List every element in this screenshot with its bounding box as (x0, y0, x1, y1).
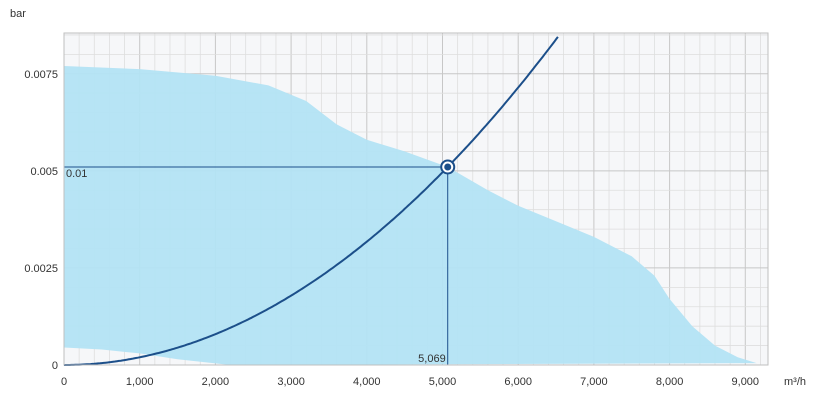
x-tick-label: 9,000 (732, 376, 760, 388)
system-curve (64, 36, 559, 366)
x-tick-label: 7,000 (580, 376, 608, 388)
x-tick-label: 6,000 (504, 376, 532, 388)
x-tick-label: 1,000 (126, 376, 154, 388)
x-axis-ticks: 0 1,000 2,000 3,000 4,000 5,000 6,000 7,000 8,00… (61, 376, 759, 388)
y-axis-ticks: 0 0.0025 0.005 0.0075 (24, 69, 58, 372)
x-tick-label: 2,000 (202, 376, 230, 388)
operating-point-y-label: 0.01 (66, 168, 87, 180)
operating-point-marker[interactable] (440, 159, 456, 175)
x-tick-label: 4,000 (353, 376, 381, 388)
operating-point-x-label: 5,069 (418, 353, 446, 365)
y-tick-label: 0.0025 (24, 263, 58, 275)
y-tick-label: 0.005 (30, 166, 58, 178)
y-tick-label: 0 (52, 360, 58, 372)
y-tick-label: 0.0075 (24, 69, 58, 81)
y-axis-unit: bar (10, 8, 26, 20)
x-axis-unit: m³/h (784, 376, 806, 388)
x-tick-label: 3,000 (277, 376, 305, 388)
x-tick-label: 0 (61, 376, 67, 388)
plot-frame (63, 32, 769, 366)
x-tick-label: 5,000 (429, 376, 457, 388)
operating-range-area (64, 66, 757, 365)
operating-point-dot (444, 163, 452, 171)
x-tick-label: 8,000 (656, 376, 684, 388)
